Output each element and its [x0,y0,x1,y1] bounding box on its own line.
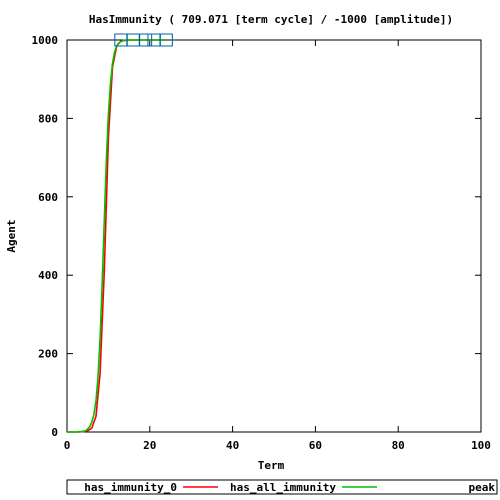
legend-box [66,479,498,495]
y-tick-label: 400 [38,269,58,282]
peak-marker [159,33,173,47]
chart-title: HasImmunity ( 709.071 [term cycle] / -10… [89,13,453,26]
plot-frame [66,39,482,433]
marker-layer [114,33,173,47]
y-tick-label: 0 [51,426,58,439]
x-tick-label: 20 [143,439,156,452]
y-tick-label: 1000 [32,34,59,47]
x-tick-label: 60 [309,439,322,452]
x-tick-label: 40 [226,439,239,452]
x-axis-label: Term [258,459,285,472]
legend-label-has-all-immunity: has_all_immunity [230,481,336,494]
series-line-has-immunity-0 [67,39,167,433]
series-layer [67,39,167,433]
x-tick-label: 0 [64,439,71,452]
peak-marker [139,33,153,47]
legend-label-has-immunity-0: has_immunity_0 [84,481,177,494]
series-line-has-all-immunity [67,39,167,433]
y-tick-label: 600 [38,191,58,204]
y-axis-label: Agent [5,219,18,252]
legend-label-peak: peak [469,481,496,494]
y-tick-label: 200 [38,348,58,361]
x-tick-label: 80 [392,439,405,452]
x-tick-label: 100 [471,439,491,452]
y-tick-label: 800 [38,112,58,125]
legend: has_immunity_0 has_all_immunity peak [66,479,498,495]
